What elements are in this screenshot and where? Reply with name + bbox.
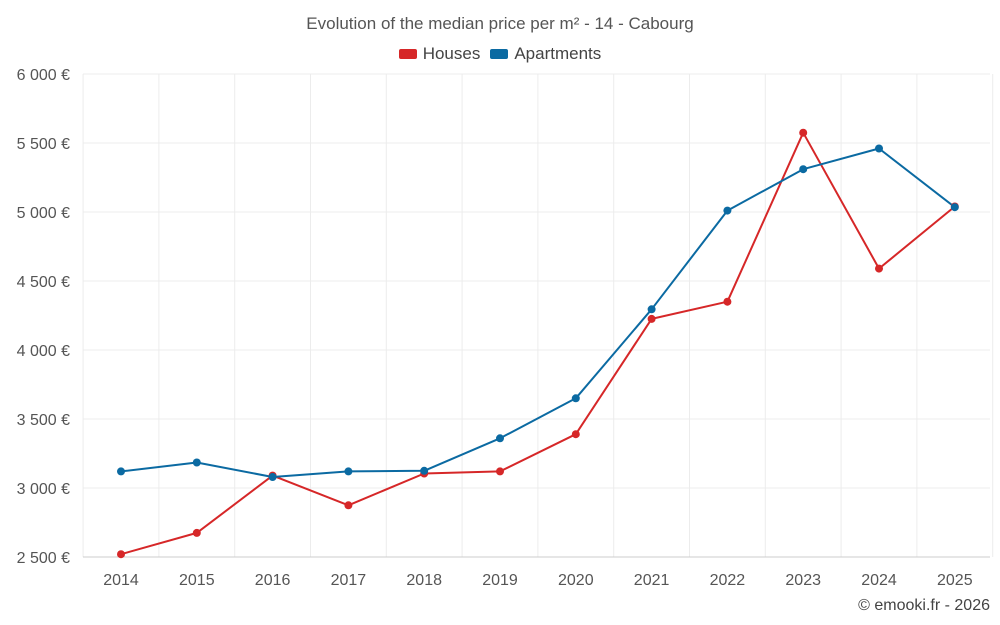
y-tick-label: 3 000 €: [17, 481, 70, 498]
data-point-apartments: [571, 394, 580, 403]
legend-label-houses: Houses: [422, 44, 481, 63]
y-tick-label: 4 500 €: [17, 274, 70, 291]
legend-item-apartments[interactable]: Apartments: [490, 44, 601, 64]
x-tick-label: 2023: [785, 572, 821, 589]
legend-swatch-houses: [398, 49, 417, 59]
y-tick-label: 6 000 €: [17, 67, 70, 84]
y-tick-label: 5 000 €: [17, 205, 70, 222]
x-tick-label: 2017: [331, 572, 367, 589]
x-tick-label: 2022: [710, 572, 746, 589]
data-point-houses: [496, 467, 504, 476]
data-point-houses: [799, 128, 808, 137]
y-tick-label: 5 500 €: [17, 136, 70, 153]
x-tick-label: 2021: [634, 572, 670, 589]
data-point-apartments: [496, 434, 504, 443]
x-tick-label: 2025: [937, 572, 973, 589]
x-tick-label: 2020: [558, 572, 594, 589]
data-point-apartments: [344, 467, 353, 476]
x-tick-label: 2015: [179, 572, 215, 589]
x-tick-label: 2014: [103, 572, 139, 589]
x-tick-label: 2024: [861, 572, 897, 589]
x-tick-label: 2019: [482, 572, 518, 589]
chart-legend: Houses Apartments: [0, 44, 1000, 64]
y-tick-label: 2 500 €: [17, 550, 70, 567]
credit-label: © emooki.fr - 2026: [858, 597, 990, 614]
data-point-houses: [192, 528, 201, 537]
data-point-apartments: [950, 203, 959, 212]
data-point-apartments: [420, 466, 429, 475]
legend-swatch-apartments: [490, 49, 509, 59]
credit-text: © emooki.fr - 2026: [858, 597, 990, 615]
data-point-apartments: [192, 458, 201, 467]
y-tick-label: 4 000 €: [17, 343, 70, 360]
legend-item-houses[interactable]: Houses: [398, 44, 481, 64]
data-point-houses: [571, 430, 580, 439]
legend-label-apartments: Apartments: [514, 44, 602, 63]
data-point-houses: [723, 297, 732, 306]
chart-title: Evolution of the median price per m² - 1…: [306, 14, 694, 33]
data-point-apartments: [647, 305, 656, 314]
series-line-houses: [120, 131, 956, 556]
data-point-apartments: [268, 473, 277, 481]
data-point-apartments: [799, 165, 808, 174]
x-tick-label: 2016: [255, 572, 291, 589]
data-point-apartments: [723, 206, 732, 215]
data-point-apartments: [875, 144, 883, 153]
data-point-houses: [647, 314, 656, 323]
data-point-houses: [875, 264, 883, 273]
data-point-houses: [117, 550, 125, 559]
y-tick-label: 3 500 €: [17, 412, 70, 429]
x-tick-label: 2018: [406, 572, 442, 589]
series-line-apartments: [120, 147, 956, 478]
data-point-houses: [344, 501, 353, 510]
data-point-apartments: [117, 467, 125, 476]
